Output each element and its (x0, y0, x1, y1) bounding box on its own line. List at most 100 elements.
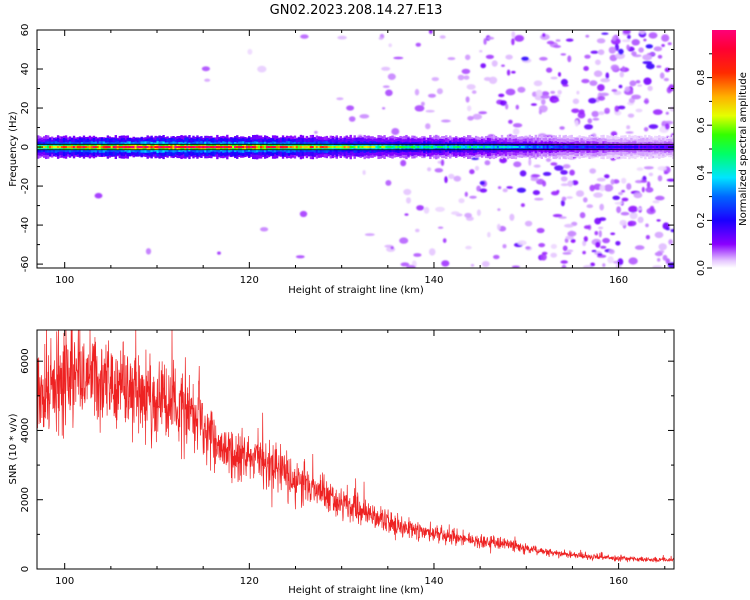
colorbar-tick-label: 0.6 (696, 117, 707, 133)
snr-y-axis-label: SNR (10 * v/v) (8, 413, 19, 484)
band-cell (666, 145, 669, 149)
noise-blob (428, 30, 433, 34)
noise-blob (564, 238, 569, 243)
noise-blob (645, 63, 655, 70)
band-cell (604, 145, 607, 149)
band-cell (293, 145, 297, 149)
noise-blob (598, 111, 605, 115)
snr-y-ticks: 0 2000 4000 6000 (20, 348, 674, 572)
band-cell (196, 145, 199, 149)
band-cell (226, 146, 229, 149)
noise-blob (480, 63, 487, 69)
band-cell (184, 145, 187, 149)
band-cell (222, 145, 225, 149)
noise-blob (565, 38, 574, 42)
band-cell (232, 145, 235, 149)
noise-blob (385, 180, 392, 186)
noise-blob (439, 35, 446, 39)
noise-blob (400, 159, 407, 167)
band-cell (228, 145, 231, 149)
noise-blob (567, 55, 572, 63)
band-cell (455, 145, 458, 149)
band-cell (520, 146, 524, 149)
noise-blob (427, 167, 432, 172)
noise-blob (567, 230, 577, 237)
band-cell (381, 145, 384, 149)
noise-blob (669, 106, 674, 112)
noise-blob (336, 97, 344, 101)
noise-blob (457, 74, 465, 81)
noise-blob (385, 89, 393, 97)
noise-blob (540, 253, 547, 261)
band-cell (84, 146, 88, 149)
noise-blob (646, 181, 651, 189)
noise-blob (591, 249, 597, 253)
y-tick-label: 0 (20, 566, 31, 572)
noise-blob (571, 108, 580, 114)
noise-blob (637, 216, 644, 223)
band-cell (614, 145, 617, 149)
noise-blob (388, 43, 393, 48)
band-cell (361, 145, 364, 149)
noise-blob (661, 34, 670, 42)
noise-blob (621, 197, 629, 202)
band-cell (431, 145, 434, 149)
noise-blob (662, 254, 668, 261)
band-cell (532, 145, 536, 149)
noise-blob (511, 31, 516, 38)
noise-blob (538, 243, 546, 248)
y-tick-label: -20 (20, 178, 31, 194)
band-cell (323, 145, 327, 149)
band-cell (253, 145, 257, 149)
noise-blob (511, 38, 515, 46)
band-cell (56, 145, 60, 149)
noise-blob (582, 250, 586, 255)
noise-blob (592, 117, 600, 121)
band-cell (305, 145, 309, 149)
noise-blob (597, 253, 603, 256)
band-cell (449, 145, 452, 149)
band-cell (464, 145, 468, 149)
noise-blob (624, 86, 631, 92)
noise-blob (616, 206, 621, 214)
noise-blob (550, 252, 557, 258)
noise-blob (436, 88, 443, 95)
noise-blob (541, 91, 550, 96)
band-cell (339, 146, 342, 149)
noise-blob (447, 57, 456, 61)
band-cell (208, 145, 211, 149)
snr-x-axis-label: Height of straight line (km) (288, 585, 424, 596)
noise-blob (400, 262, 410, 267)
band-cell (648, 146, 651, 149)
band-cell (277, 145, 281, 149)
band-cell (242, 145, 245, 149)
noise-blob (667, 42, 672, 46)
noise-blob (667, 262, 674, 268)
band-cell (224, 145, 227, 149)
noise-blob (617, 105, 626, 110)
noise-blob (499, 100, 507, 106)
noise-blob (546, 40, 555, 45)
noise-blob (534, 197, 544, 201)
noise-blob (652, 265, 663, 268)
noise-blob (516, 187, 527, 193)
noise-blob (476, 209, 481, 216)
band-cell (618, 146, 621, 149)
noise-blob (564, 223, 574, 228)
band-cell (544, 145, 547, 149)
noise-blob (536, 227, 545, 234)
band-cell (200, 145, 203, 149)
noise-blob (612, 35, 617, 41)
noise-blob (390, 246, 394, 250)
band-cell (297, 145, 301, 149)
noise-blob (626, 125, 631, 130)
band-cell (74, 145, 78, 149)
band-cell (64, 145, 68, 149)
noise-blob (546, 67, 553, 73)
band-cell (303, 145, 307, 149)
band-cell (457, 145, 460, 149)
band-cell (536, 145, 540, 149)
band-cell (462, 145, 466, 149)
noise-blob (597, 49, 605, 55)
noise-blob (260, 227, 269, 232)
